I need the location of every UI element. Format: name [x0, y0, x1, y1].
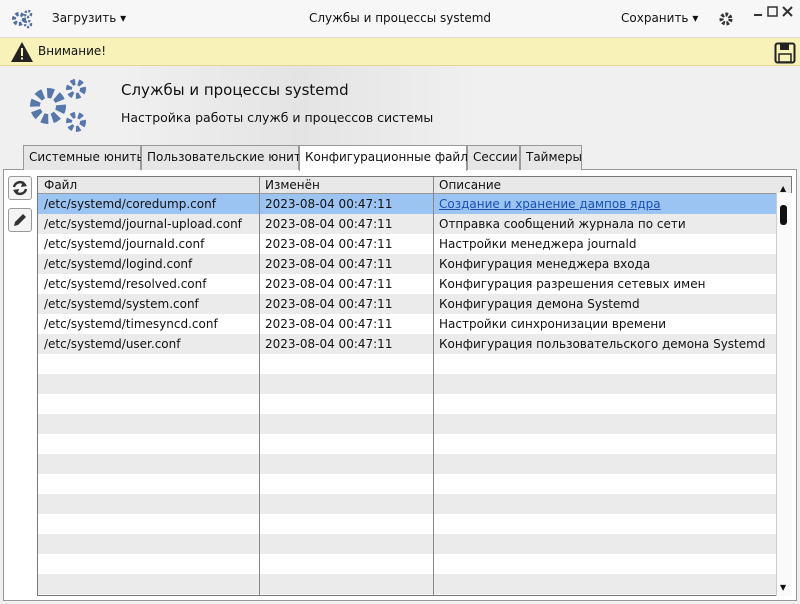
column-header[interactable]: Описание: [439, 178, 502, 192]
empty-row: [38, 494, 777, 514]
column-divider: [433, 177, 434, 595]
table-row[interactable]: [38, 294, 777, 314]
table-cell[interactable]: 2023-08-04 00:47:11: [265, 277, 393, 291]
save-menu-label[interactable]: Сохранить: [621, 11, 689, 25]
column-header[interactable]: Файл: [44, 178, 78, 192]
tab[interactable]: Пользовательские юниты: [141, 145, 310, 170]
table-row[interactable]: [38, 274, 777, 294]
table-row[interactable]: [38, 334, 777, 354]
scroll-up[interactable]: ▲: [780, 184, 787, 193]
table-row[interactable]: [38, 194, 777, 214]
warning-text: Внимание!: [38, 44, 107, 58]
table-cell[interactable]: Конфигурация менеджера входа: [439, 257, 651, 271]
table-cell[interactable]: Настройки синхронизации времени: [439, 317, 666, 331]
scroll-down[interactable]: ▼: [780, 583, 787, 592]
warning-bar: Внимание!: [0, 38, 800, 66]
tab[interactable]: Сессии: [467, 145, 520, 170]
table-row[interactable]: [38, 254, 777, 274]
column-header[interactable]: Изменён: [265, 178, 320, 192]
table-cell[interactable]: Настройки менеджера journald: [439, 237, 637, 251]
edit-button[interactable]: [8, 208, 32, 232]
table-cell[interactable]: 2023-08-04 00:47:11: [265, 317, 393, 331]
empty-row: [38, 394, 777, 414]
save-icon[interactable]: [774, 42, 796, 64]
settings-button[interactable]: [718, 11, 734, 27]
table-cell[interactable]: /etc/systemd/resolved.conf: [44, 277, 207, 291]
empty-row: [38, 454, 777, 474]
header: Службы и процессы systemd Настройка рабо…: [0, 66, 800, 146]
load-menu-label[interactable]: Загрузить: [52, 11, 117, 25]
load-menu[interactable]: Загрузить ▾: [52, 11, 127, 25]
window-controls[interactable]: [752, 5, 796, 19]
scrollbar[interactable]: ▲ ▼: [776, 184, 792, 596]
scroll-thumb[interactable]: [780, 205, 787, 225]
header-icon: [30, 79, 86, 132]
title-bar: Загрузить ▾ Службы и процессы systemd Со…: [0, 0, 800, 38]
tab[interactable]: Конфигурационные файлы: [299, 145, 477, 171]
refresh-button[interactable]: [8, 176, 32, 200]
edit-icon: [14, 214, 26, 226]
table-cell[interactable]: /etc/systemd/timesyncd.conf: [44, 317, 218, 331]
table-cell[interactable]: 2023-08-04 00:47:11: [265, 197, 393, 211]
table-cell[interactable]: /etc/systemd/journald.conf: [44, 237, 205, 251]
table-cell[interactable]: /etc/systemd/logind.conf: [44, 257, 193, 271]
table-cell[interactable]: Создание и хранение дампов ядра: [439, 197, 661, 211]
tab[interactable]: Таймеры: [520, 145, 582, 170]
empty-row: [38, 594, 777, 595]
table-cell[interactable]: 2023-08-04 00:47:11: [265, 297, 393, 311]
table-row[interactable]: [38, 314, 777, 334]
empty-row: [38, 374, 777, 394]
empty-row: [38, 574, 777, 594]
warning-icon: [11, 42, 33, 62]
table-cell[interactable]: /etc/systemd/coredump.conf: [44, 197, 216, 211]
table-cell[interactable]: Конфигурация разрешения сетевых имен: [439, 277, 706, 291]
column-divider: [259, 177, 260, 595]
empty-row: [38, 514, 777, 534]
table-cell[interactable]: 2023-08-04 00:47:11: [265, 217, 393, 231]
empty-row: [38, 414, 777, 434]
table-cell[interactable]: Отправка сообщений журнала по сети: [439, 217, 686, 231]
tab[interactable]: Системные юниты: [23, 145, 146, 170]
file-table: Файл Изменён Описание/etc/systemd/coredump…: [37, 176, 792, 596]
table-row[interactable]: [38, 234, 777, 254]
table-cell[interactable]: /etc/systemd/user.conf: [44, 337, 181, 351]
table-cell[interactable]: 2023-08-04 00:47:11: [265, 237, 393, 251]
table-header: [38, 177, 791, 194]
table-cell[interactable]: /etc/systemd/journal-upload.conf: [44, 217, 242, 231]
header-subtitle: Настройка работы служб и процессов систе…: [121, 110, 434, 125]
header-title: Службы и процессы systemd: [121, 81, 349, 99]
app-icon: [12, 9, 33, 29]
empty-row: [38, 474, 777, 494]
empty-row: [38, 434, 777, 454]
table-cell[interactable]: Конфигурация демона Systemd: [439, 297, 640, 311]
table-cell[interactable]: 2023-08-04 00:47:11: [265, 337, 393, 351]
save-menu[interactable]: Сохранить ▾: [621, 11, 699, 25]
table-row[interactable]: [38, 214, 777, 234]
table-cell[interactable]: Конфигурация пользовательского демона Sy…: [439, 337, 766, 351]
empty-row: [38, 354, 777, 374]
empty-row: [38, 534, 777, 554]
refresh-icon: [12, 180, 28, 196]
table-cell[interactable]: 2023-08-04 00:47:11: [265, 257, 393, 271]
empty-row: [38, 554, 777, 574]
table-cell[interactable]: /etc/systemd/system.conf: [44, 297, 199, 311]
